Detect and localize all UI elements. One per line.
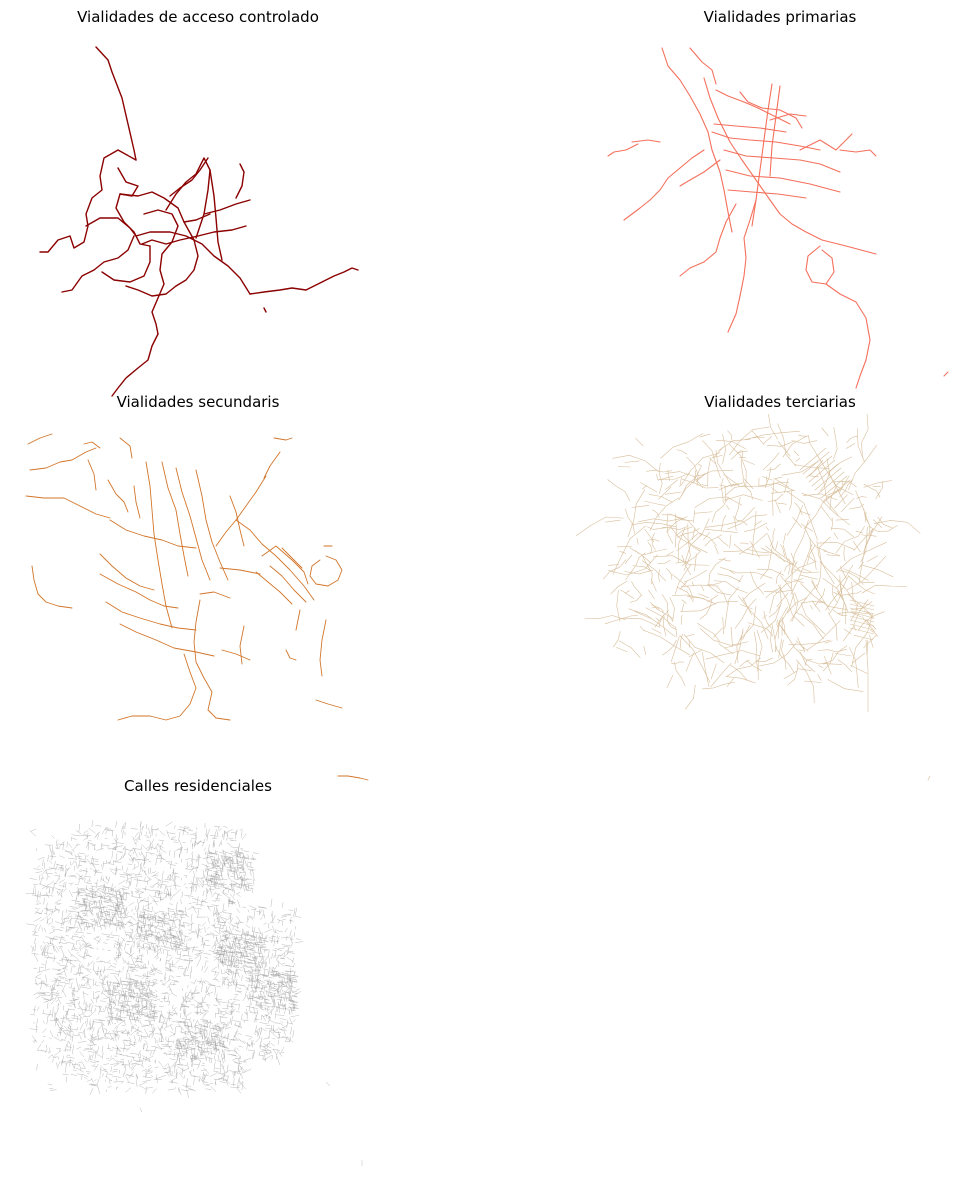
panel-title-primary: Vialidades primarias bbox=[703, 8, 857, 26]
panel-title-residential: Calles residenciales bbox=[124, 777, 272, 795]
map-residential bbox=[25, 820, 363, 1167]
panel-title-controlled-access: Vialidades de acceso controlado bbox=[77, 8, 319, 26]
panel-title-secondary: Vialidades secundaris bbox=[116, 393, 280, 411]
map-controlled-access bbox=[39, 46, 359, 397]
map-tertiary bbox=[575, 413, 931, 781]
map-secondary bbox=[25, 433, 369, 781]
panel-title-tertiary: Vialidades terciarias bbox=[704, 393, 856, 411]
map-primary bbox=[607, 47, 949, 389]
